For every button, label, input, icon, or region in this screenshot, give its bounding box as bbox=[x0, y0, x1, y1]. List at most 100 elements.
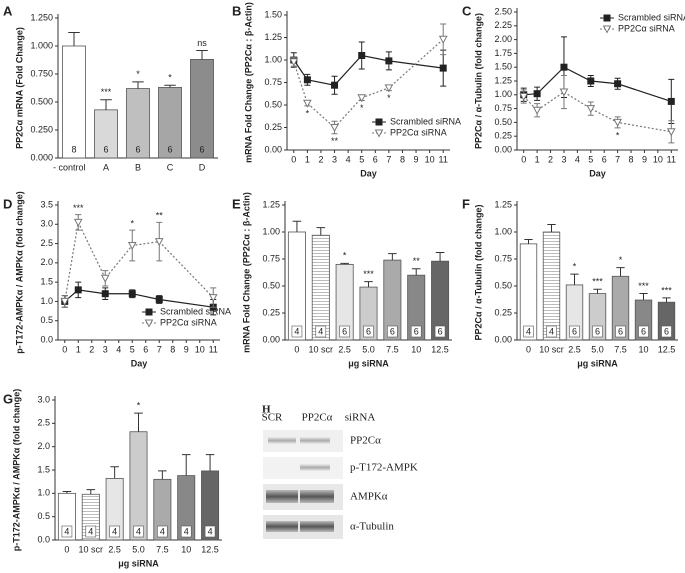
western-blot: H SCR PP2Cα siRNA PP2Cα p-T172-AMPK AMPK… bbox=[262, 404, 418, 539]
blot-band bbox=[300, 521, 334, 532]
n-label: 6 bbox=[595, 326, 600, 336]
error-bar bbox=[164, 84, 176, 88]
significance-label: ** bbox=[413, 256, 421, 266]
y-tick-label: 1.0 bbox=[37, 488, 50, 498]
marker bbox=[559, 88, 569, 97]
blot-band bbox=[300, 464, 330, 471]
significance-label: * bbox=[136, 69, 140, 79]
marker bbox=[128, 290, 136, 298]
marker bbox=[289, 58, 299, 67]
error-bar bbox=[388, 253, 397, 261]
n-label-box bbox=[434, 325, 446, 338]
n-label: 6 bbox=[135, 144, 140, 154]
x-tick-label: 4 bbox=[575, 154, 580, 164]
y-tick-label: 1.5 bbox=[40, 277, 53, 287]
n-label: 6 bbox=[342, 326, 347, 336]
significance-label: * bbox=[616, 130, 620, 140]
n-label: 6 bbox=[641, 326, 646, 336]
y-tick-label: 2.0 bbox=[37, 441, 50, 451]
y-tick-label: 0.25 bbox=[262, 307, 280, 317]
n-label-box bbox=[615, 325, 626, 338]
y-tick-label: 0.25 bbox=[494, 307, 512, 317]
y-tick-label: 1.00 bbox=[262, 226, 280, 236]
y-tick-label: 0.50 bbox=[264, 99, 282, 109]
marker bbox=[358, 52, 366, 59]
x-tick-label: 5.0 bbox=[591, 344, 604, 354]
blot-band bbox=[300, 490, 334, 503]
x-tick-label: 0 bbox=[526, 344, 531, 354]
x-tick-label: A bbox=[103, 162, 109, 172]
marker bbox=[438, 35, 448, 44]
x-axis-label: Day bbox=[131, 358, 148, 368]
error-bar bbox=[62, 490, 72, 494]
significance-label: *** bbox=[638, 281, 649, 291]
panel-letter: E bbox=[232, 196, 241, 211]
x-tick-label: 11 bbox=[667, 154, 676, 164]
x-tick-label: B bbox=[135, 162, 141, 172]
error-bar bbox=[340, 262, 349, 265]
marker bbox=[100, 274, 110, 283]
y-axis-label: mRNA Fold Change (PP2Cα : β-Actin) bbox=[241, 192, 251, 353]
blot-band bbox=[268, 437, 296, 444]
legend-label: PP2Cα siRNA bbox=[160, 317, 217, 327]
x-tick-label: 11 bbox=[439, 154, 448, 164]
n-label: 4 bbox=[294, 326, 299, 336]
y-tick-label: 0.5 bbox=[37, 511, 50, 521]
x-tick-label: 3 bbox=[332, 154, 337, 164]
x-tick-label: 1 bbox=[535, 154, 540, 164]
marker bbox=[303, 99, 312, 108]
marker bbox=[74, 286, 82, 294]
x-tick-label: 0 bbox=[291, 154, 296, 164]
series-line bbox=[293, 38, 444, 129]
y-tick-label: 0.75 bbox=[494, 253, 512, 263]
x-tick-label: 3 bbox=[561, 154, 566, 164]
row-label: AMPKα bbox=[350, 491, 388, 503]
y-tick-label: 0.0 bbox=[40, 334, 53, 344]
x-tick-label: 7.5 bbox=[156, 544, 169, 554]
y-tick-label: 0.50 bbox=[494, 280, 512, 290]
row-label: α-Tubulin bbox=[350, 521, 394, 533]
error-bar bbox=[110, 466, 119, 479]
y-tick-label: 2.5 bbox=[40, 238, 53, 248]
x-tick-label: 11 bbox=[209, 344, 218, 354]
marker bbox=[614, 80, 622, 88]
x-axis-label: Day bbox=[360, 168, 377, 178]
x-tick-label: D bbox=[199, 162, 206, 172]
bar bbox=[62, 45, 86, 159]
series-line bbox=[64, 220, 214, 302]
n-label-box bbox=[363, 325, 374, 338]
error-bar bbox=[68, 32, 80, 46]
significance-label: * bbox=[343, 251, 347, 261]
marker bbox=[357, 94, 367, 103]
legend-label: PP2Cα siRNA bbox=[390, 127, 447, 137]
n-label-box bbox=[638, 325, 649, 338]
y-axis-label: PP2Cα / α-Tubulin (fold change) bbox=[473, 13, 483, 149]
n-label: 6 bbox=[167, 144, 172, 154]
n-label-box bbox=[315, 325, 327, 338]
legend-label: Scrambled siRNA bbox=[160, 306, 231, 316]
x-tick-label: 8 bbox=[629, 154, 634, 164]
significance-label: * bbox=[168, 73, 172, 83]
n-label-box bbox=[157, 525, 168, 538]
marker bbox=[330, 124, 339, 133]
y-tick-label: 0.75 bbox=[264, 77, 282, 87]
series-line bbox=[293, 54, 444, 86]
series-line bbox=[523, 91, 672, 133]
significance-label: * bbox=[137, 400, 141, 410]
marker bbox=[586, 105, 596, 114]
n-label: 4 bbox=[64, 526, 69, 536]
x-tick-label: 5.0 bbox=[362, 344, 375, 354]
x-tick-label: 1 bbox=[305, 154, 310, 164]
x-tick-label: 2 bbox=[548, 154, 553, 164]
x-tick-label: 10 bbox=[411, 344, 421, 354]
marker bbox=[385, 57, 393, 65]
panel-letter: G bbox=[3, 391, 13, 406]
y-tick-label: 1.25 bbox=[494, 75, 512, 85]
significance-label: ** bbox=[156, 211, 164, 221]
marker bbox=[154, 238, 164, 247]
n-label-box bbox=[592, 325, 603, 338]
legend-label: PP2Cα siRNA bbox=[618, 23, 675, 33]
y-tick-label: 0.000 bbox=[30, 152, 53, 162]
x-tick-label: 10 scr bbox=[309, 344, 334, 354]
n-label: 8 bbox=[71, 144, 76, 154]
